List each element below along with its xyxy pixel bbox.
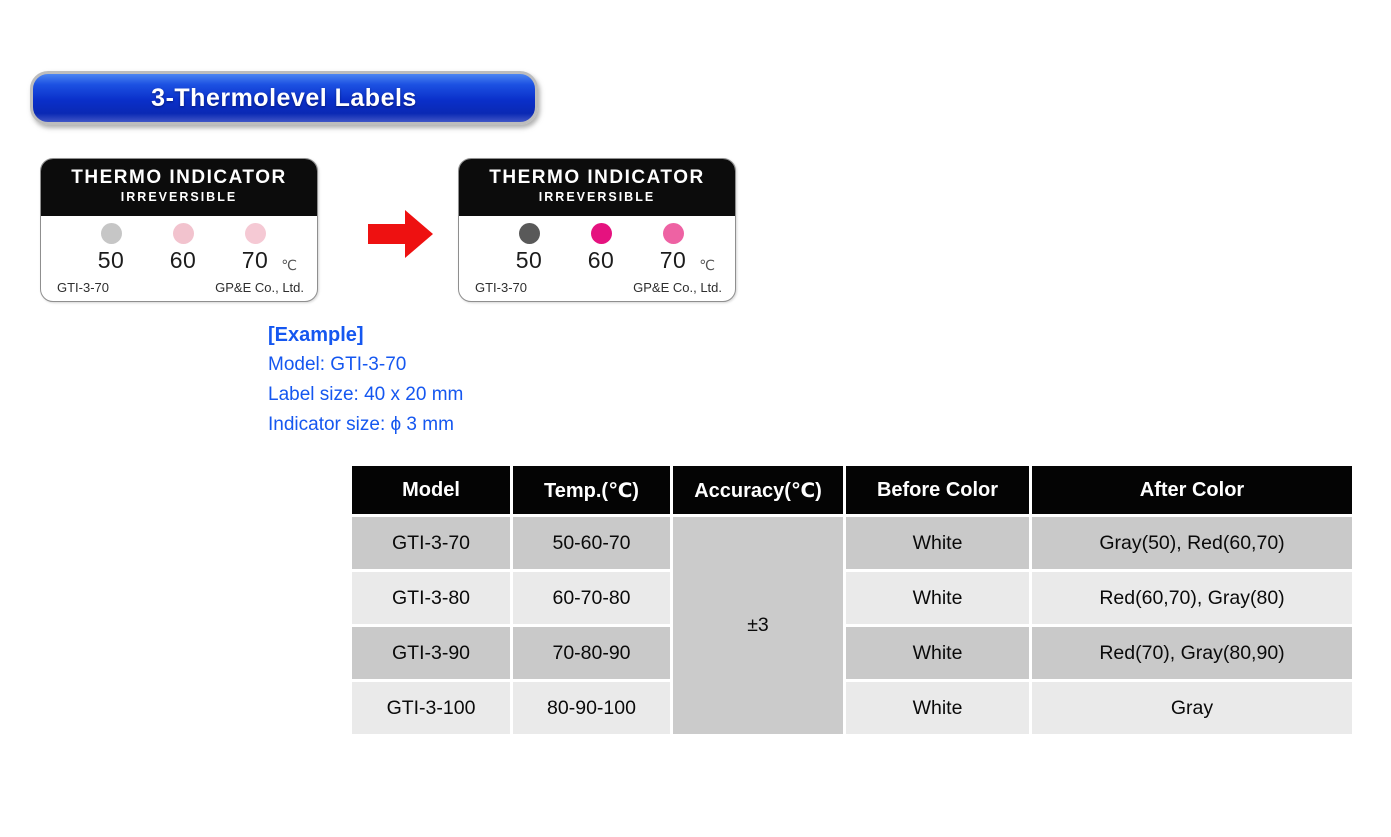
example-label-size-line: Label size: 40 x 20 mm — [268, 384, 464, 405]
indicator-temp-label: 50 — [97, 247, 125, 273]
example-indicator-size-line: Indicator size: ϕ 3 mm — [268, 414, 454, 435]
table-row: GTI-3-80 60-70-80 White Red(60,70), Gray… — [352, 572, 1352, 624]
cell-after-color: Gray(50), Red(60,70) — [1032, 517, 1352, 569]
thermo-label-subtitle: IRREVERSIBLE — [538, 190, 656, 204]
page-title: 3-Thermolevel Labels — [151, 83, 417, 112]
example-heading: [Example] — [268, 324, 364, 346]
indicator-dots-row: 50 60 70 — [41, 216, 317, 274]
table-row: GTI-3-100 80-90-100 White Gray — [352, 682, 1352, 734]
cell-before-color: White — [846, 627, 1029, 679]
col-header-after-color: After Color — [1032, 466, 1352, 514]
thermo-label-before: THERMO INDICATOR IRREVERSIBLE 50 60 70 ℃… — [40, 158, 318, 302]
thermo-label-before-header: THERMO INDICATOR IRREVERSIBLE — [41, 159, 317, 216]
table-row: GTI-3-70 50-60-70 ±3 White Gray(50), Red… — [352, 517, 1352, 734]
indicator-column-60: 60 — [159, 223, 207, 274]
cell-temp: 70-80-90 — [513, 627, 670, 679]
col-header-model: Model — [352, 466, 510, 514]
indicator-dot-60 — [172, 223, 194, 244]
thermo-label-after-body: 50 60 70 ℃ GTI-3-70 GP&E Co., Ltd. — [459, 216, 735, 302]
indicator-temp-label: 70 — [241, 247, 269, 273]
example-block: [Example] Model: GTI-3-70 Label size: 40… — [268, 320, 463, 440]
cell-after-color: Red(70), Gray(80,90) — [1032, 627, 1352, 679]
cell-after-color: Red(60,70), Gray(80) — [1032, 572, 1352, 624]
celsius-unit: ℃ — [699, 257, 715, 273]
indicator-dot-70 — [244, 223, 266, 244]
indicator-dot-50 — [100, 223, 122, 244]
label-company-name: GP&E Co., Ltd. — [215, 280, 304, 295]
spec-table-header-row: Model Temp.(℃) Accuracy(℃) Before Color … — [352, 466, 1352, 514]
cell-temp: 80-90-100 — [513, 682, 670, 734]
cell-before-color: White — [846, 517, 1029, 569]
thermo-label-before-body: 50 60 70 ℃ GTI-3-70 GP&E Co., Ltd. — [41, 216, 317, 302]
indicator-column-70: 70 — [649, 223, 697, 274]
cell-after-color: Gray — [1032, 682, 1352, 734]
spec-table: Model Temp.(℃) Accuracy(℃) Before Color … — [349, 463, 1355, 737]
title-banner: 3-Thermolevel Labels — [30, 71, 538, 125]
thermo-label-after: THERMO INDICATOR IRREVERSIBLE 50 60 70 ℃… — [458, 158, 736, 302]
col-header-accuracy: Accuracy(℃) — [673, 466, 843, 514]
label-model-code: GTI-3-70 — [57, 280, 110, 295]
thermo-label-title: THERMO INDICATOR — [489, 167, 705, 188]
thermo-label-footer: GTI-3-70 GP&E Co., Ltd. — [57, 280, 304, 295]
indicator-temp-label: 60 — [169, 247, 197, 273]
thermo-label-footer: GTI-3-70 GP&E Co., Ltd. — [475, 280, 722, 295]
example-model-line: Model: GTI-3-70 — [268, 354, 407, 375]
cell-before-color: White — [846, 572, 1029, 624]
indicator-column-50: 50 — [505, 223, 553, 274]
indicator-dot-70 — [662, 223, 684, 244]
cell-model: GTI-3-90 — [352, 627, 510, 679]
cell-model: GTI-3-100 — [352, 682, 510, 734]
cell-model: GTI-3-80 — [352, 572, 510, 624]
thermo-label-title: THERMO INDICATOR — [71, 167, 287, 188]
indicator-temp-label: 60 — [587, 247, 615, 273]
col-header-before-color: Before Color — [846, 466, 1029, 514]
cell-accuracy: ±3 — [673, 517, 843, 734]
indicator-column-70: 70 — [231, 223, 279, 274]
table-row: GTI-3-90 70-80-90 White Red(70), Gray(80… — [352, 627, 1352, 679]
arrow-right-icon — [368, 210, 433, 258]
label-company-name: GP&E Co., Ltd. — [633, 280, 722, 295]
thermo-label-after-header: THERMO INDICATOR IRREVERSIBLE — [459, 159, 735, 216]
indicator-dot-50 — [518, 223, 540, 244]
indicator-temp-label: 70 — [659, 247, 687, 273]
cell-model: GTI-3-70 — [352, 517, 510, 569]
indicator-dot-60 — [590, 223, 612, 244]
indicator-column-50: 50 — [87, 223, 135, 274]
indicator-column-60: 60 — [577, 223, 625, 274]
cell-temp: 50-60-70 — [513, 517, 670, 569]
celsius-unit: ℃ — [281, 257, 297, 273]
thermo-label-subtitle: IRREVERSIBLE — [120, 190, 238, 204]
label-model-code: GTI-3-70 — [475, 280, 528, 295]
indicator-temp-label: 50 — [515, 247, 543, 273]
cell-temp: 60-70-80 — [513, 572, 670, 624]
indicator-dots-row: 50 60 70 — [459, 216, 735, 274]
cell-before-color: White — [846, 682, 1029, 734]
col-header-temp: Temp.(℃) — [513, 466, 670, 514]
